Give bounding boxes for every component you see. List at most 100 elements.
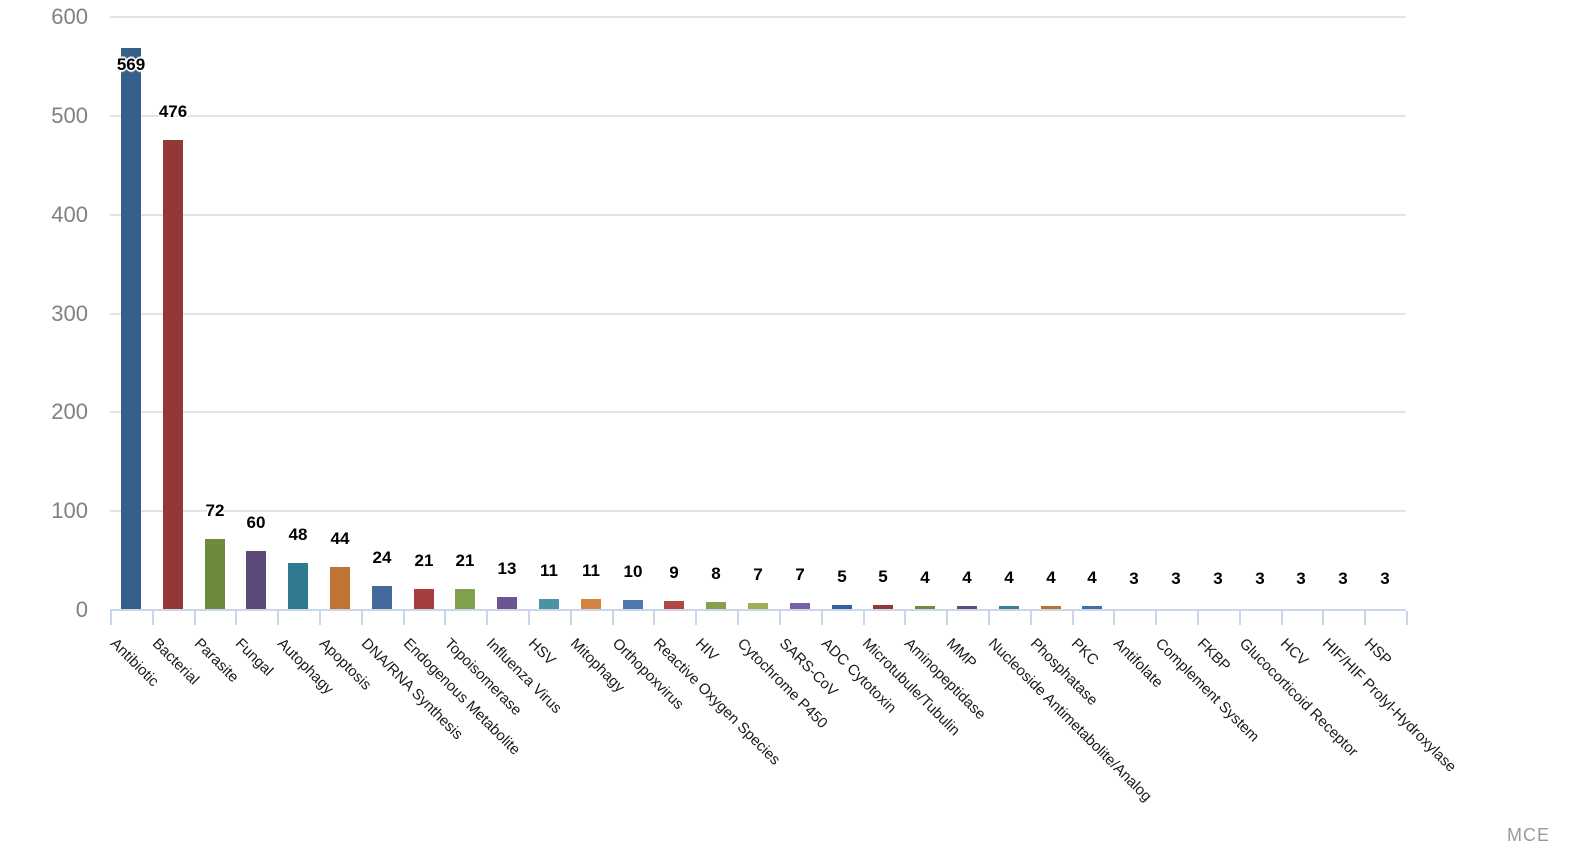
- bar-value-label: 21: [414, 551, 434, 570]
- x-axis-tick-mark: [988, 611, 990, 625]
- x-axis-tick-mark: [863, 611, 865, 625]
- bar-bacterial[interactable]: [163, 140, 183, 610]
- x-axis-tick-mark: [403, 611, 405, 625]
- bar-value-label: 9: [669, 563, 679, 582]
- x-axis-tick-mark: [152, 611, 154, 625]
- bar-microtubule-tubulin[interactable]: [873, 605, 893, 610]
- bar-value-label: 48: [288, 525, 308, 544]
- bar-endogenous-metabolite[interactable]: [414, 589, 434, 610]
- bar-reactive-oxygen-species[interactable]: [664, 601, 684, 610]
- bar-hiv[interactable]: [706, 602, 726, 610]
- gridline: [110, 510, 1406, 512]
- gridline: [110, 214, 1406, 216]
- bar-value-label: 8: [711, 564, 721, 583]
- x-category-label: HCV: [1276, 635, 1312, 670]
- x-axis-tick-mark: [1239, 611, 1241, 625]
- x-category-label: FKBP: [1193, 635, 1234, 675]
- x-axis-tick-mark: [1364, 611, 1366, 625]
- bar-orthopoxvirus[interactable]: [623, 600, 643, 610]
- y-axis-tick-label: 100: [51, 498, 88, 523]
- x-axis-tick-mark: [612, 611, 614, 625]
- bar-value-label: 10: [623, 562, 643, 581]
- bar-value-label: 476: [158, 102, 188, 121]
- bar-sars-cov[interactable]: [790, 603, 810, 610]
- x-axis-tick-mark: [653, 611, 655, 625]
- x-category-label: HIV: [691, 635, 722, 665]
- bar-value-label: 4: [962, 568, 972, 587]
- x-category-label: HSP: [1360, 635, 1395, 669]
- bar-value-label: 7: [795, 565, 805, 584]
- bar-nucleoside-antimetabolite-analog[interactable]: [999, 606, 1019, 610]
- bar-value-label: 21: [455, 551, 475, 570]
- bar-fungal[interactable]: [246, 551, 266, 610]
- x-axis-tick-mark: [570, 611, 572, 625]
- x-axis-tick-mark: [695, 611, 697, 625]
- x-axis-tick-mark: [1072, 611, 1074, 625]
- bar-autophagy[interactable]: [288, 563, 308, 610]
- x-axis-tick-mark: [737, 611, 739, 625]
- bar-value-label: 72: [205, 501, 225, 520]
- x-axis-tick-mark: [1281, 611, 1283, 625]
- bar-cytochrome-p450[interactable]: [748, 603, 768, 610]
- bar-value-label: 7: [753, 565, 763, 584]
- bar-phosphatase[interactable]: [1041, 606, 1061, 610]
- x-category-label: MMP: [942, 635, 980, 672]
- bar-value-label: 3: [1129, 569, 1139, 588]
- bar-influenza-virus[interactable]: [497, 597, 517, 610]
- y-axis-tick-label: 0: [75, 597, 88, 622]
- bar-topoisomerase[interactable]: [455, 589, 475, 610]
- bar-mitophagy[interactable]: [581, 599, 601, 610]
- bar-value-label: 5: [837, 567, 847, 586]
- y-axis-tick-label: 300: [51, 301, 88, 326]
- gridline: [110, 313, 1406, 315]
- bar-value-label: 3: [1255, 569, 1265, 588]
- gridline: [110, 411, 1406, 413]
- bar-value-label: 3: [1296, 569, 1306, 588]
- bar-pkc[interactable]: [1082, 606, 1102, 610]
- bar-aminopeptidase[interactable]: [915, 606, 935, 610]
- bar-value-label: 4: [1087, 568, 1097, 587]
- y-axis-tick-label: 600: [51, 4, 88, 29]
- bar-mmp[interactable]: [957, 606, 977, 610]
- x-axis-tick-mark: [444, 611, 446, 625]
- bar-value-label: 3: [1213, 569, 1223, 588]
- bar-value-label: 11: [540, 561, 558, 580]
- x-category-label: HSV: [524, 635, 559, 669]
- bar-antibiotic[interactable]: [121, 48, 141, 610]
- bar-value-label: 3: [1338, 569, 1348, 588]
- x-axis-tick-mark: [946, 611, 948, 625]
- mce-watermark: MCE: [1507, 825, 1550, 845]
- y-axis-tick-label: 200: [51, 399, 88, 424]
- gridline: [110, 115, 1406, 117]
- x-axis-tick-mark: [486, 611, 488, 625]
- x-axis-tick-mark: [821, 611, 823, 625]
- x-axis-tick-mark: [1030, 611, 1032, 625]
- y-axis-tick-label: 500: [51, 103, 88, 128]
- bar-value-label: 4: [920, 568, 930, 587]
- bar-value-label: 13: [497, 559, 517, 578]
- x-axis-line: [110, 609, 1406, 611]
- bar-value-label: 60: [246, 513, 266, 532]
- bar-apoptosis[interactable]: [330, 567, 350, 610]
- x-axis-tick-mark: [1113, 611, 1115, 625]
- bar-dna-rna-synthesis[interactable]: [372, 586, 392, 610]
- bar-hsv[interactable]: [539, 599, 559, 610]
- bar-value-label: 11: [582, 561, 600, 580]
- bar-value-label: 3: [1171, 569, 1181, 588]
- x-category-label: PKC: [1067, 635, 1102, 669]
- x-category-label: Influenza Virus: [482, 635, 565, 717]
- bar-value-label: 4: [1004, 568, 1014, 587]
- bar-adc-cytotoxin[interactable]: [832, 605, 852, 610]
- bar-value-label: 4: [1046, 568, 1056, 587]
- x-axis-tick-mark: [1406, 611, 1408, 625]
- gridline: [110, 16, 1406, 18]
- bar-value-label: 3: [1380, 569, 1390, 588]
- x-axis-tick-mark: [277, 611, 279, 625]
- x-axis-tick-mark: [1197, 611, 1199, 625]
- bar-parasite[interactable]: [205, 539, 225, 610]
- x-axis-tick-mark: [361, 611, 363, 625]
- x-category-label: Orthopoxvirus: [608, 635, 688, 714]
- x-axis-tick-mark: [319, 611, 321, 625]
